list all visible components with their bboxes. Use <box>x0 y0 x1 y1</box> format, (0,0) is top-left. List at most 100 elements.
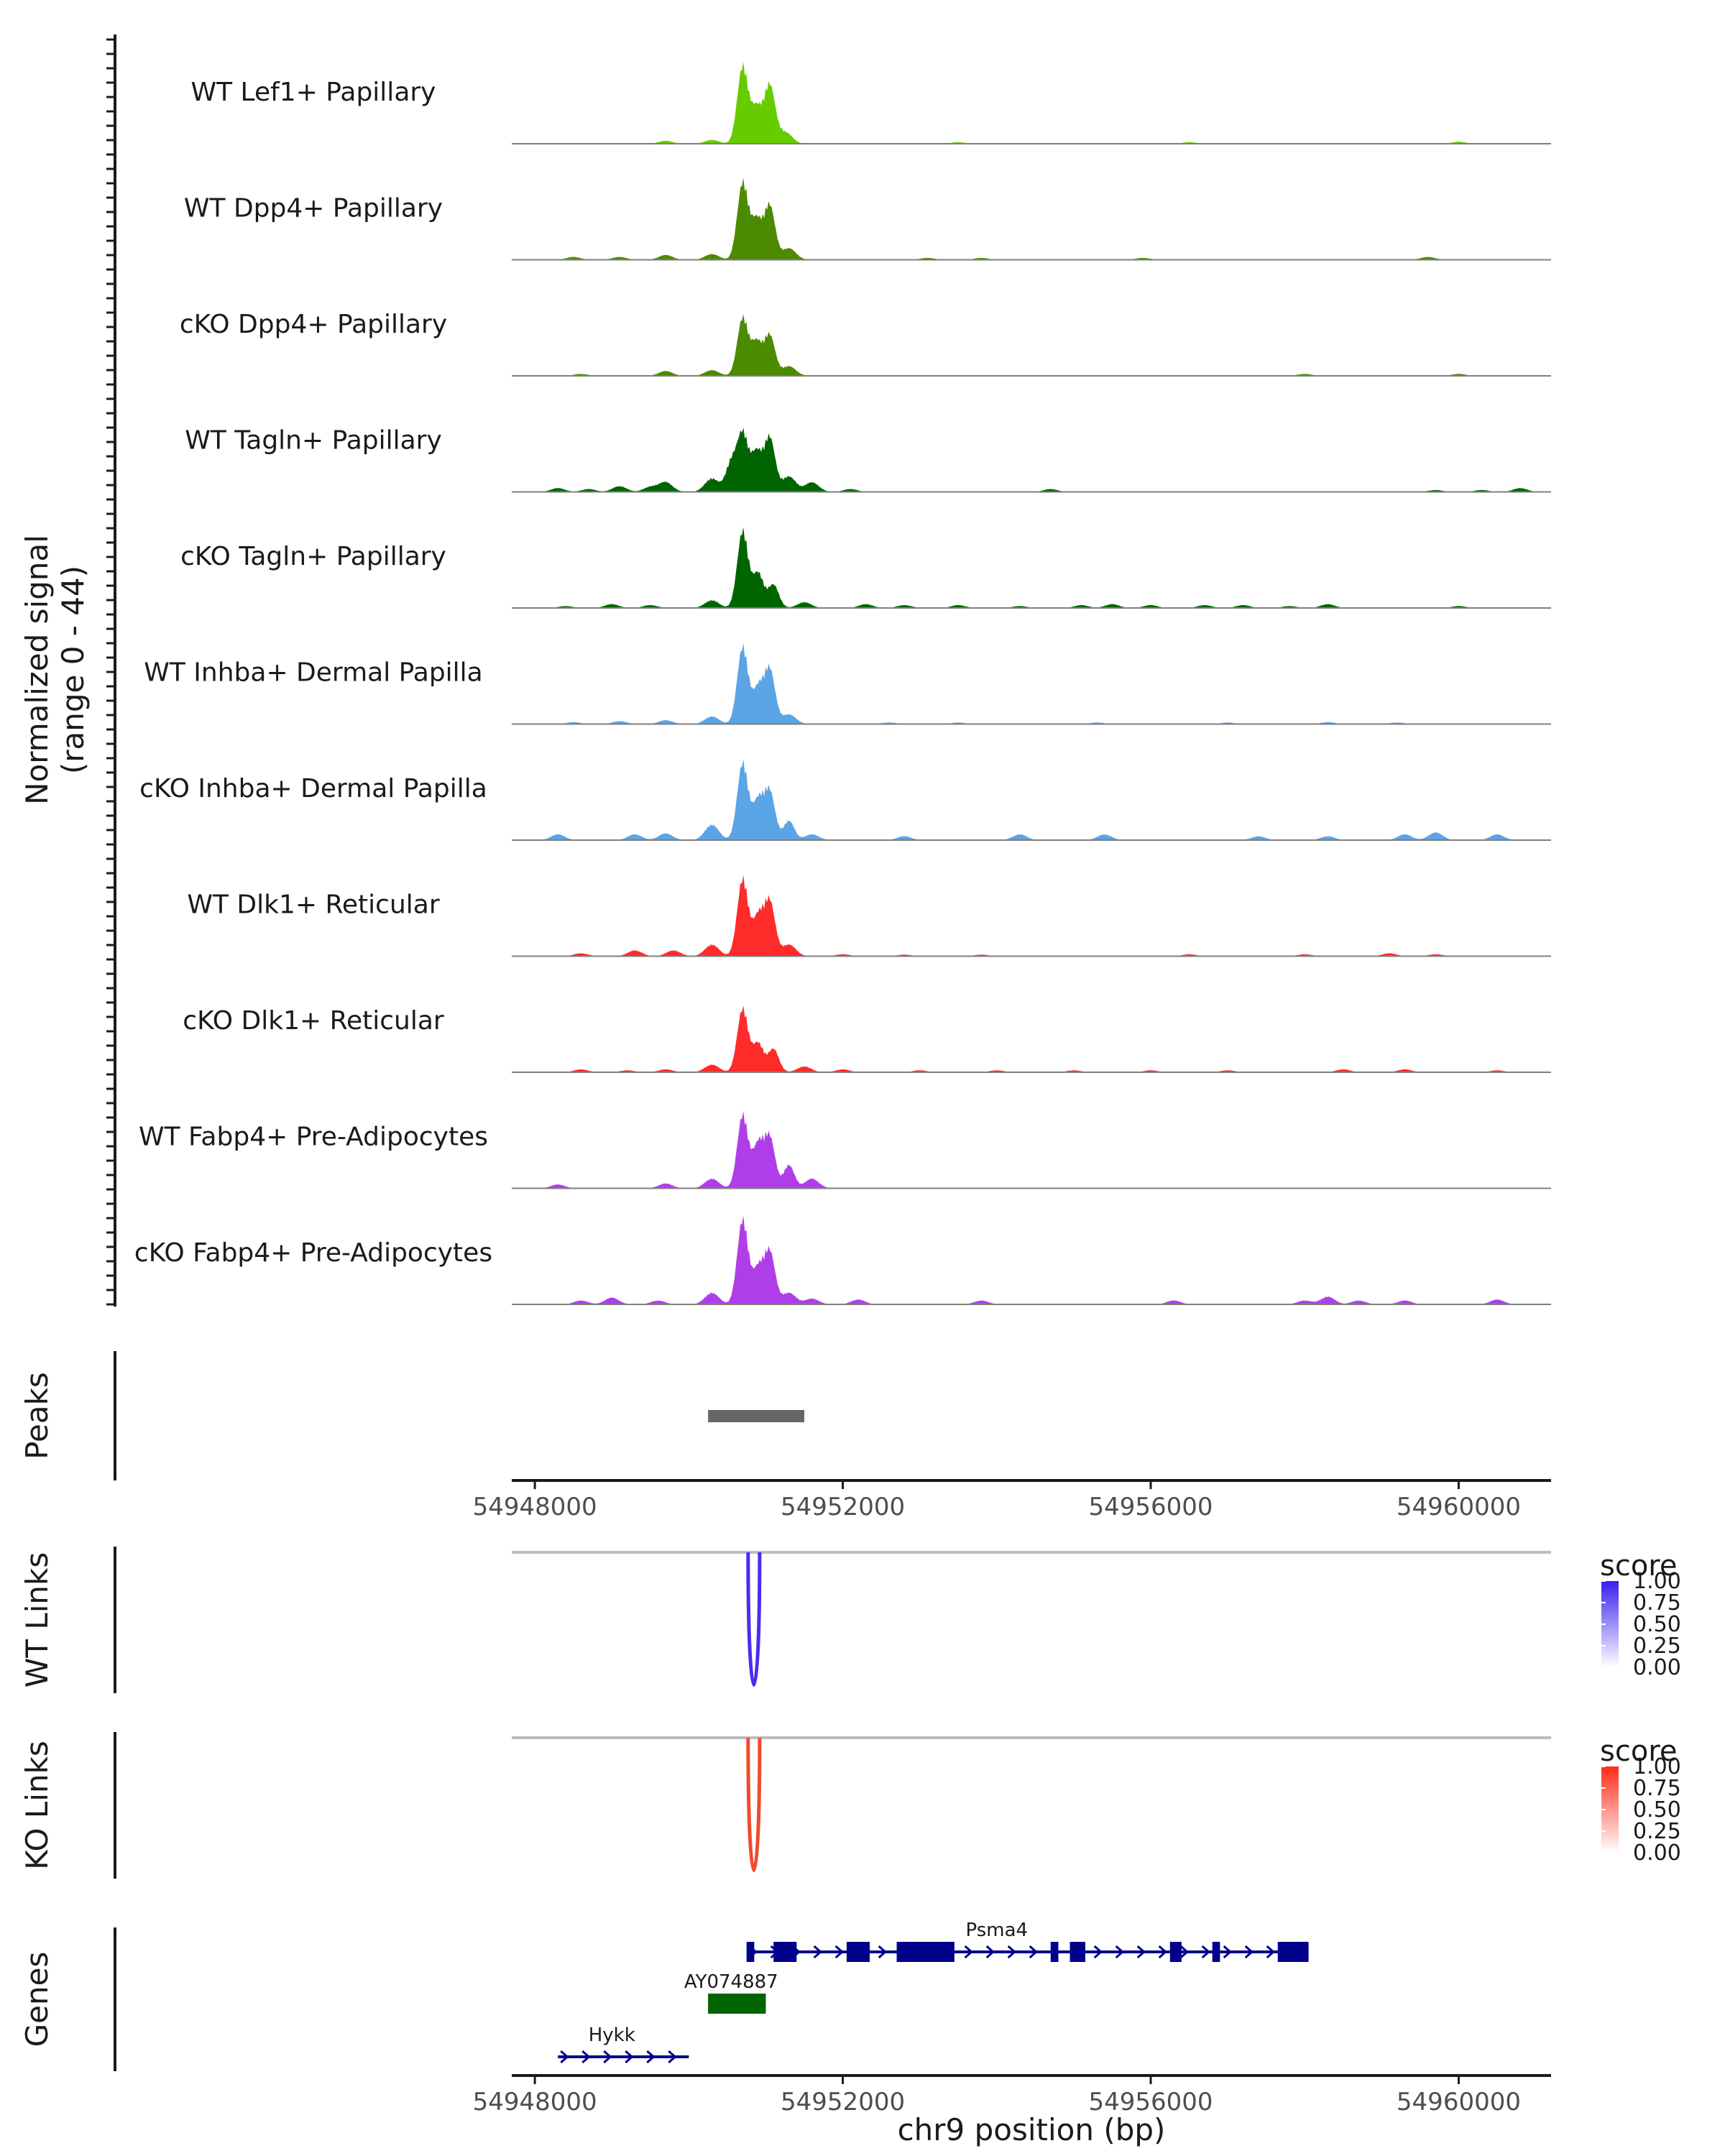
track-label: WT Tagln+ Papillary <box>185 426 442 456</box>
strand-arrow <box>1266 1945 1275 1959</box>
legend-tick-label: 0.00 <box>1633 1841 1681 1866</box>
legend-title: score <box>1600 1735 1677 1768</box>
coverage-area <box>512 643 1551 724</box>
x-tick-label: 54956000 <box>1088 2088 1213 2116</box>
strand-arrow <box>581 2050 591 2064</box>
coverage-area <box>512 527 1551 608</box>
strand-arrow <box>1201 1945 1210 1959</box>
x-tick-label: 54948000 <box>473 1493 597 1521</box>
x-tick-label: 54948000 <box>473 2088 597 2116</box>
gene-label: Psma4 <box>966 1920 1029 1941</box>
gene: Hykk <box>558 2024 689 2064</box>
x-tick-label: 54952000 <box>781 1493 905 1521</box>
links-title: WT Links <box>19 1552 55 1687</box>
strand-arrow <box>603 2050 612 2064</box>
track-label: WT Lef1+ Papillary <box>191 78 436 107</box>
strand-arrow <box>1223 1945 1232 1959</box>
legend-title: score <box>1600 1549 1677 1583</box>
coverage-track: WT Tagln+ Papillary <box>185 426 1551 493</box>
coverage-y-ticks <box>106 38 115 1306</box>
x-tick-label: 54952000 <box>781 2088 905 2116</box>
strand-arrow <box>878 1945 887 1959</box>
coverage-area <box>512 875 1551 957</box>
track-label: WT Dlk1+ Reticular <box>187 890 439 920</box>
legend-tick-label: 0.50 <box>1633 1797 1681 1823</box>
exon <box>846 1942 870 1962</box>
track-label: WT Inhba+ Dermal Papilla <box>144 658 482 688</box>
coverage-track: cKO Dpp4+ Papillary <box>180 310 1551 377</box>
legend-tick-label: 0.25 <box>1633 1634 1681 1659</box>
gene: AY074887 <box>684 1971 778 2014</box>
x-tick-label: 54960000 <box>1397 2088 1521 2116</box>
coverage-y-title: Normalized signal <box>19 535 55 805</box>
strand-arrow <box>964 1945 973 1959</box>
exon <box>773 1942 797 1962</box>
x-axis-top-ticks: 54948000 54952000 54956000 54960000 <box>473 1480 1521 1521</box>
strand-arrow <box>1179 1945 1189 1959</box>
coverage-track: WT Dlk1+ Reticular <box>187 875 1551 957</box>
strand-arrow <box>625 2050 634 2064</box>
strand-arrow <box>1093 1945 1103 1959</box>
legend-tick-label: 0.75 <box>1633 1776 1681 1801</box>
x-tick-label: 54960000 <box>1397 1493 1521 1521</box>
coverage-area <box>512 759 1551 840</box>
strand-arrow <box>646 2050 656 2064</box>
track-label: cKO Tagln+ Papillary <box>180 542 446 571</box>
legend-tick-label: 1.00 <box>1633 1569 1681 1594</box>
peaks-regions <box>708 1410 805 1422</box>
track-label: cKO Dpp4+ Papillary <box>180 310 447 339</box>
strand-arrow <box>1158 1945 1167 1959</box>
x-axis-bottom-ticks: 54948000 54952000 54956000 54960000 <box>473 2076 1521 2116</box>
coverage-tracks: WT Lef1+ Papillary WT Dpp4+ Papillary cKO … <box>134 62 1551 1305</box>
coverage-area <box>512 178 1551 260</box>
legend-tick-label: 0.25 <box>1633 1819 1681 1844</box>
coverage-track: cKO Tagln+ Papillary <box>180 527 1551 609</box>
coverage-track: WT Fabp4+ Pre-Adipocytes <box>139 1111 1551 1189</box>
coverage-area <box>512 62 1551 144</box>
coverage-track: WT Lef1+ Papillary <box>191 62 1551 144</box>
coverage-area <box>512 1215 1551 1304</box>
coverage-track: cKO Dlk1+ Reticular <box>183 1005 1551 1073</box>
strand-arrow <box>1007 1945 1016 1959</box>
gene: Psma4 <box>746 1920 1309 1962</box>
strand-arrow <box>834 1945 844 1959</box>
coverage-track: WT Dpp4+ Papillary <box>184 178 1551 261</box>
strand-arrow <box>668 2050 677 2064</box>
x-tick-label: 54956000 <box>1088 1493 1213 1521</box>
links-title: KO Links <box>19 1741 55 1870</box>
legend-tick-label: 1.00 <box>1633 1754 1681 1779</box>
coverage-track: cKO Fabp4+ Pre-Adipocytes <box>134 1215 1551 1305</box>
strand-arrow <box>1136 1945 1146 1959</box>
link-arc <box>746 1552 762 1687</box>
coverage-area <box>512 1111 1551 1189</box>
peak-region <box>708 1410 805 1422</box>
exon <box>1169 1942 1182 1962</box>
peaks-title: Peaks <box>19 1372 55 1460</box>
track-label: cKO Fabp4+ Pre-Adipocytes <box>134 1238 492 1268</box>
gene-label: Hykk <box>589 2024 635 2046</box>
coverage-track: WT Inhba+ Dermal Papilla <box>144 643 1551 725</box>
strand-arrow <box>985 1945 995 1959</box>
strand-arrow <box>1029 1945 1038 1959</box>
exon <box>1070 1942 1085 1962</box>
strand-arrow <box>813 1945 822 1959</box>
track-label: cKO Dlk1+ Reticular <box>183 1006 444 1036</box>
coverage-track: cKO Inhba+ Dermal Papilla <box>139 759 1551 841</box>
genes-title: Genes <box>19 1952 55 2047</box>
gene-label: AY074887 <box>684 1971 778 1993</box>
coverage-y-subtitle: (range 0 - 44) <box>55 566 91 774</box>
strand-arrow <box>1115 1945 1124 1959</box>
gene-annotations: Psma4 AY074887 Hykk <box>558 1920 1309 2064</box>
link-arc <box>746 1737 762 1872</box>
track-label: cKO Inhba+ Dermal Papilla <box>139 774 487 803</box>
x-axis-title: chr9 position (bp) <box>898 2112 1166 2147</box>
exon <box>746 1942 755 1962</box>
track-label: WT Fabp4+ Pre-Adipocytes <box>139 1123 488 1152</box>
coverage-area <box>512 428 1551 492</box>
exon <box>708 1994 766 2014</box>
exon <box>896 1942 954 1962</box>
legend-tick-label: 0.50 <box>1633 1612 1681 1637</box>
